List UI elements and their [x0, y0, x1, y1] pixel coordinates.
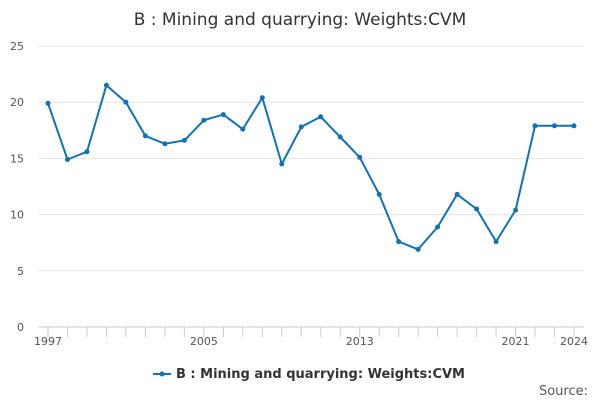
x-tick-label: 2013	[346, 335, 374, 348]
data-point[interactable]	[240, 126, 246, 132]
data-point[interactable]	[513, 207, 519, 213]
series-line	[47, 84, 574, 251]
y-axis: 0 5 10 15 20 25	[10, 40, 24, 334]
data-point[interactable]	[454, 191, 460, 197]
data-point[interactable]	[298, 124, 304, 130]
data-point[interactable]	[396, 239, 402, 245]
data-point[interactable]	[532, 123, 538, 129]
data-point[interactable]	[162, 141, 168, 147]
data-point[interactable]	[571, 123, 577, 129]
data-point[interactable]	[65, 157, 70, 162]
data-point[interactable]	[142, 133, 148, 139]
data-point[interactable]	[103, 82, 109, 88]
y-tick-label: 25	[10, 40, 24, 53]
gridlines	[38, 45, 584, 328]
data-point[interactable]	[84, 149, 90, 155]
data-point[interactable]	[337, 134, 343, 140]
data-point[interactable]	[357, 154, 363, 160]
y-tick-label: 5	[17, 265, 24, 278]
data-point[interactable]	[474, 206, 480, 212]
data-point[interactable]	[493, 239, 499, 245]
data-point[interactable]	[376, 191, 382, 197]
x-tick-label: 1997	[34, 335, 62, 348]
y-tick-label: 0	[17, 321, 24, 334]
data-point[interactable]	[318, 114, 324, 120]
data-point[interactable]	[259, 95, 265, 101]
x-tick-label: 2005	[190, 335, 218, 348]
data-point[interactable]	[45, 100, 51, 106]
legend-swatch-marker	[159, 371, 165, 377]
data-point[interactable]	[435, 224, 441, 230]
source-label: Source:	[539, 384, 588, 399]
legend[interactable]: B : Mining and quarrying: Weights:CVM	[153, 367, 465, 382]
data-point[interactable]	[279, 161, 285, 167]
x-tick-label: 2021	[502, 335, 530, 348]
data-point[interactable]	[552, 123, 557, 129]
data-point[interactable]	[201, 117, 207, 123]
data-point[interactable]	[415, 246, 421, 252]
data-point[interactable]	[123, 99, 129, 105]
series-layer	[45, 82, 577, 252]
y-tick-label: 10	[10, 209, 24, 222]
x-axis: 1997 2005 2013 2021 2024	[34, 326, 588, 348]
y-tick-label: 15	[10, 152, 24, 165]
y-tick-label: 20	[10, 96, 24, 109]
data-point[interactable]	[181, 137, 187, 143]
data-point[interactable]	[220, 112, 226, 118]
x-tick-label: 2024	[560, 335, 588, 348]
legend-label: B : Mining and quarrying: Weights:CVM	[176, 367, 465, 382]
chart-title: B : Mining and quarrying: Weights:CVM	[134, 10, 467, 30]
